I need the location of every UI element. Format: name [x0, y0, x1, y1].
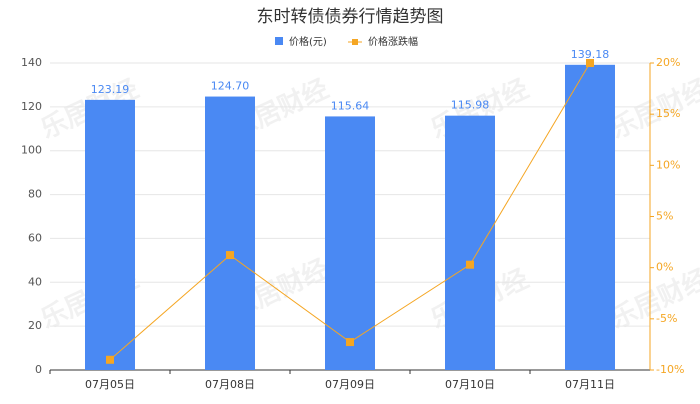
line-marker	[226, 251, 234, 260]
y-tick-label: 100	[21, 144, 42, 157]
chart-title: 东时转债债券行情趋势图	[257, 7, 444, 27]
line-marker	[106, 355, 114, 364]
y-tick-label: 0	[35, 363, 42, 376]
value-label: 123.19	[91, 83, 130, 96]
y2-tick-label: -5%	[656, 312, 677, 325]
bar	[205, 96, 255, 370]
y-tick-label: 20	[28, 319, 42, 332]
x-tick-label: 07月10日	[445, 378, 495, 391]
line-marker	[466, 260, 474, 269]
legend-label: 价格(元)	[289, 35, 327, 48]
y2-tick-label: 20%	[656, 56, 680, 69]
x-tick-label: 07月08日	[205, 378, 255, 391]
y2-tick-label: -10%	[656, 363, 684, 376]
legend-label: 价格涨跌幅	[368, 35, 418, 48]
y-tick-label: 80	[28, 188, 42, 201]
y-tick-label: 140	[21, 56, 42, 69]
bar	[85, 99, 135, 370]
x-tick-label: 07月05日	[85, 378, 135, 391]
line-marker	[346, 338, 354, 347]
watermark: 乐居财经	[606, 73, 700, 145]
value-label: 124.70	[211, 80, 250, 93]
x-tick-label: 07月09日	[325, 378, 375, 391]
line-marker	[586, 59, 594, 67]
bar	[325, 116, 375, 370]
value-label: 115.64	[331, 99, 370, 112]
bar	[565, 64, 615, 370]
y2-tick-label: 0%	[656, 261, 673, 274]
bar	[445, 115, 495, 371]
y-tick-label: 40	[28, 275, 42, 288]
y2-tick-label: 10%	[656, 158, 680, 171]
legend-swatch	[275, 37, 283, 45]
x-tick-label: 07月11日	[565, 378, 615, 391]
value-label: 139.18	[571, 48, 610, 61]
legend-swatch	[352, 39, 358, 45]
y2-tick-label: 5%	[656, 210, 673, 223]
y-tick-label: 120	[21, 100, 42, 113]
watermark: 乐居财经	[606, 263, 700, 335]
y2-tick-label: 15%	[656, 107, 680, 120]
value-label: 115.98	[451, 99, 490, 112]
y-tick-label: 60	[28, 231, 42, 244]
